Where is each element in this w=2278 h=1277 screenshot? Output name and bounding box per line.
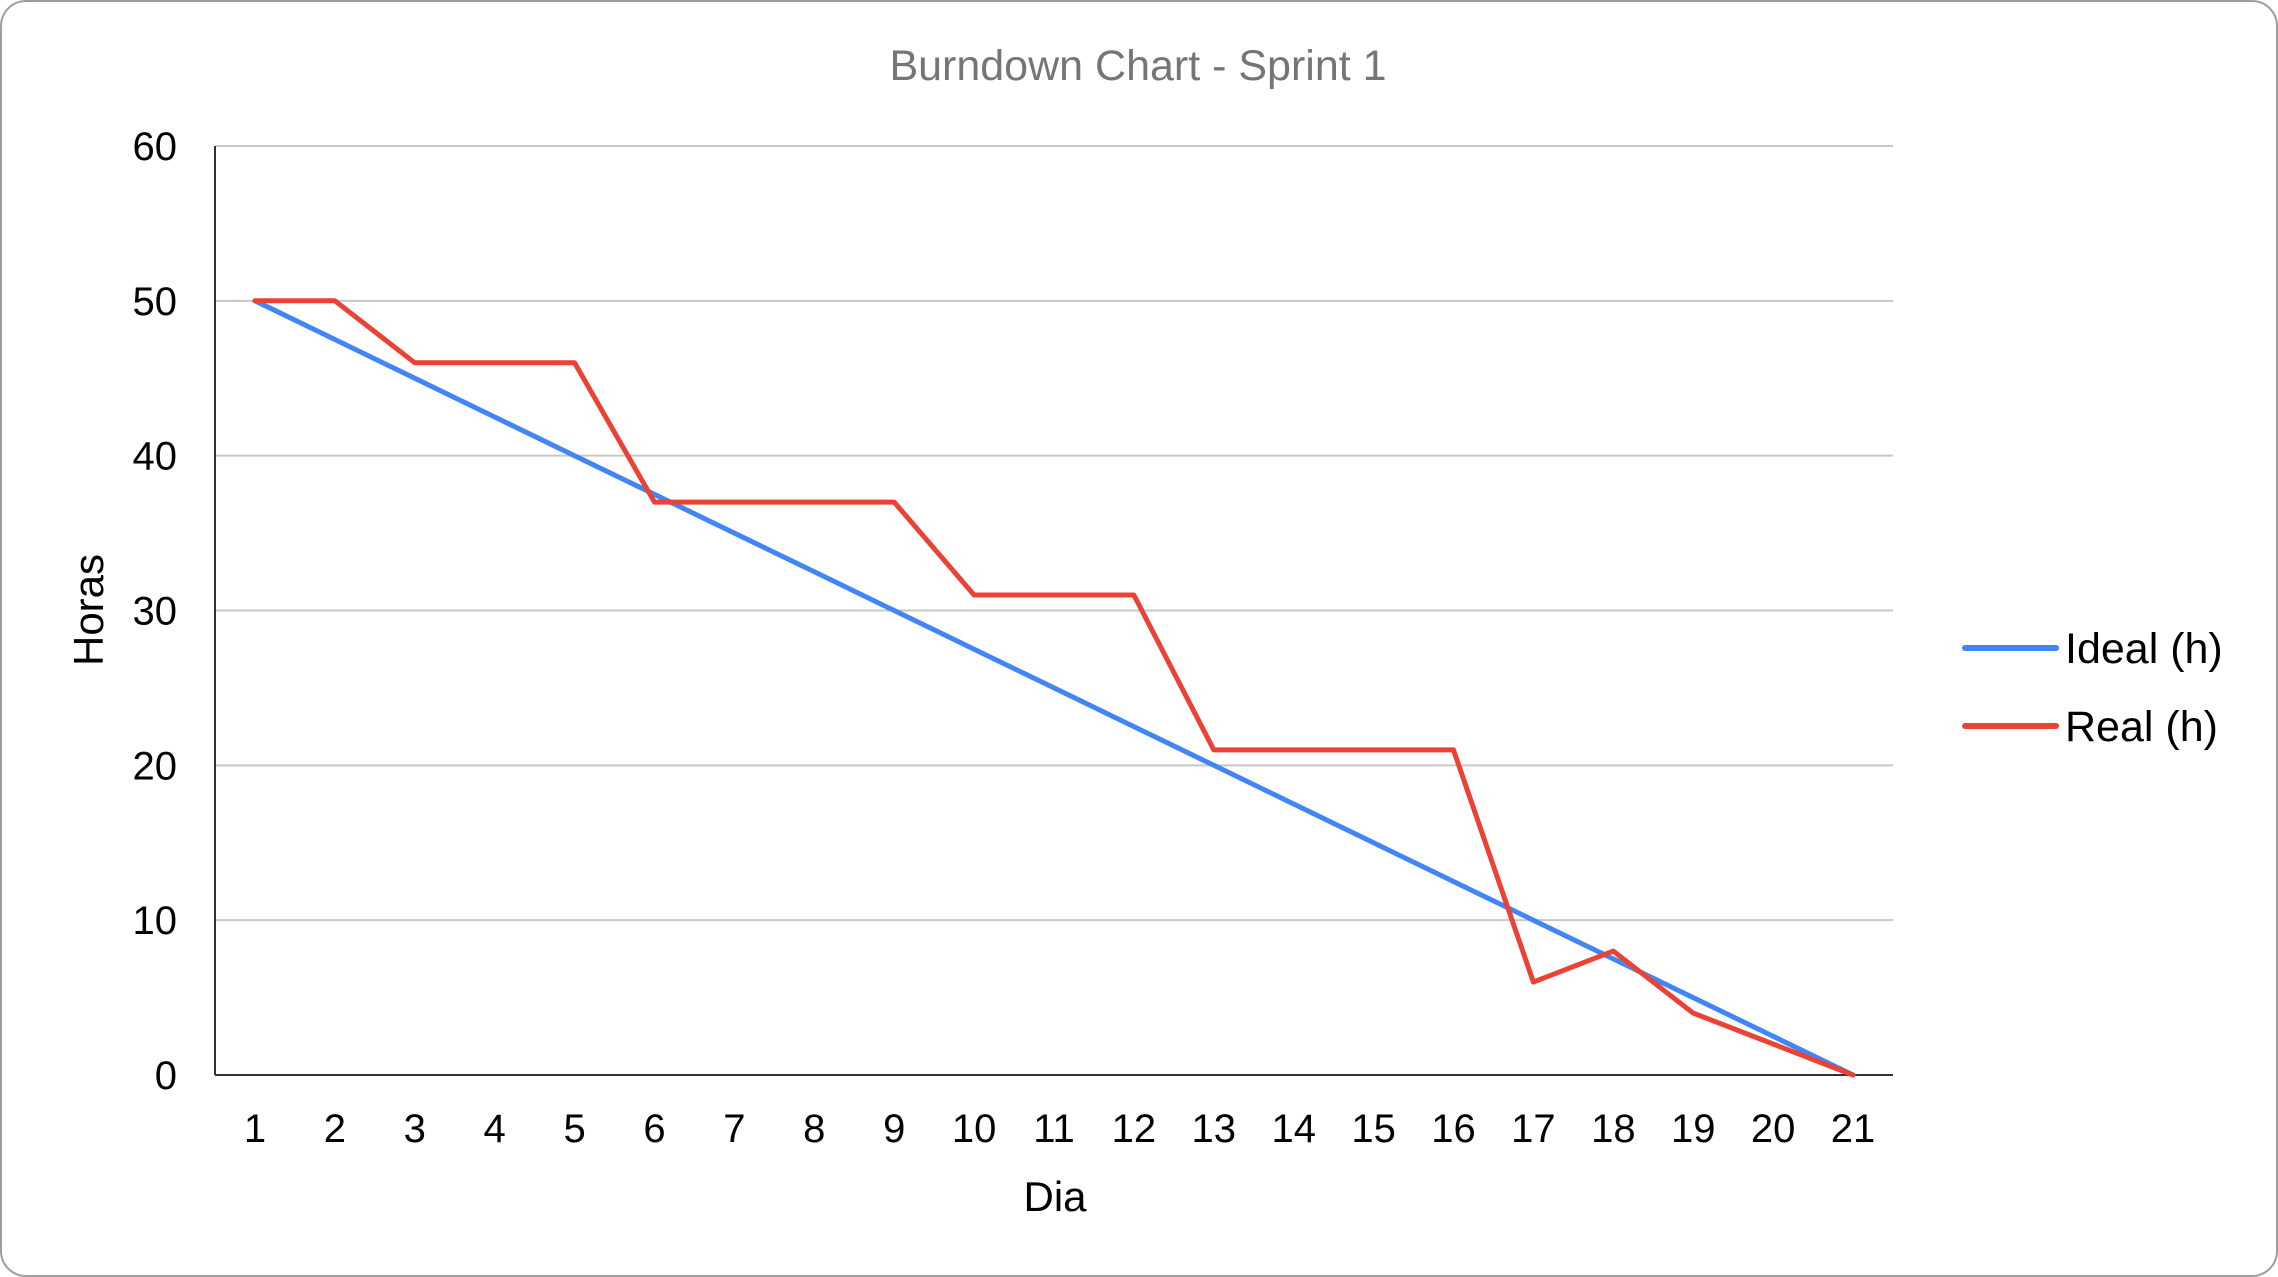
- x-tick-label-14: 14: [1271, 1107, 1316, 1151]
- x-tick-label-18: 18: [1591, 1107, 1636, 1151]
- x-tick-label-1: 1: [244, 1107, 266, 1151]
- x-tick-label-15: 15: [1351, 1107, 1396, 1151]
- grid-layer: [215, 145, 1893, 922]
- x-tick-label-5: 5: [563, 1107, 585, 1151]
- x-tick-label-12: 12: [1112, 1107, 1157, 1151]
- x-tick-label-7: 7: [723, 1107, 745, 1151]
- x-tick-label-9: 9: [883, 1107, 905, 1151]
- legend-label-ideal: Ideal (h): [2065, 625, 2223, 673]
- y-tick-label-20: 20: [133, 744, 178, 788]
- y-axis-title: Horas: [65, 554, 112, 666]
- x-tick-label-21: 21: [1831, 1107, 1876, 1151]
- y-tick-label-10: 10: [133, 899, 178, 943]
- x-tick-label-16: 16: [1431, 1107, 1476, 1151]
- axis-layer: [214, 146, 1893, 1076]
- x-tick-label-8: 8: [803, 1107, 825, 1151]
- x-tick-label-11: 11: [1033, 1107, 1075, 1151]
- x-tick-label-13: 13: [1192, 1107, 1237, 1151]
- x-tick-label-4: 4: [484, 1107, 506, 1151]
- series-line-ideal: [252, 298, 1856, 1078]
- y-tick-label-60: 60: [133, 125, 178, 169]
- y-tick-label-50: 50: [133, 280, 178, 324]
- x-tick-label-17: 17: [1511, 1107, 1556, 1151]
- x-tick-label-2: 2: [324, 1107, 346, 1151]
- series-line-real: [252, 298, 1856, 1078]
- x-tick-label-10: 10: [952, 1107, 997, 1151]
- x-tick-label-19: 19: [1671, 1107, 1716, 1151]
- y-tick-label-40: 40: [133, 435, 178, 479]
- x-axis-title: Dia: [1023, 1173, 1087, 1220]
- x-tick-label-6: 6: [643, 1107, 665, 1151]
- x-tick-label-20: 20: [1751, 1107, 1796, 1151]
- legend: Ideal (h) Real (h): [1962, 625, 2223, 751]
- x-tick-label-3: 3: [404, 1107, 426, 1151]
- y-tick-label-0: 0: [155, 1054, 177, 1098]
- chart-title: Burndown Chart - Sprint 1: [889, 42, 1386, 90]
- y-tick-label-30: 30: [133, 590, 178, 634]
- series-layer: [252, 298, 1856, 1078]
- legend-label-real: Real (h): [2065, 703, 2218, 751]
